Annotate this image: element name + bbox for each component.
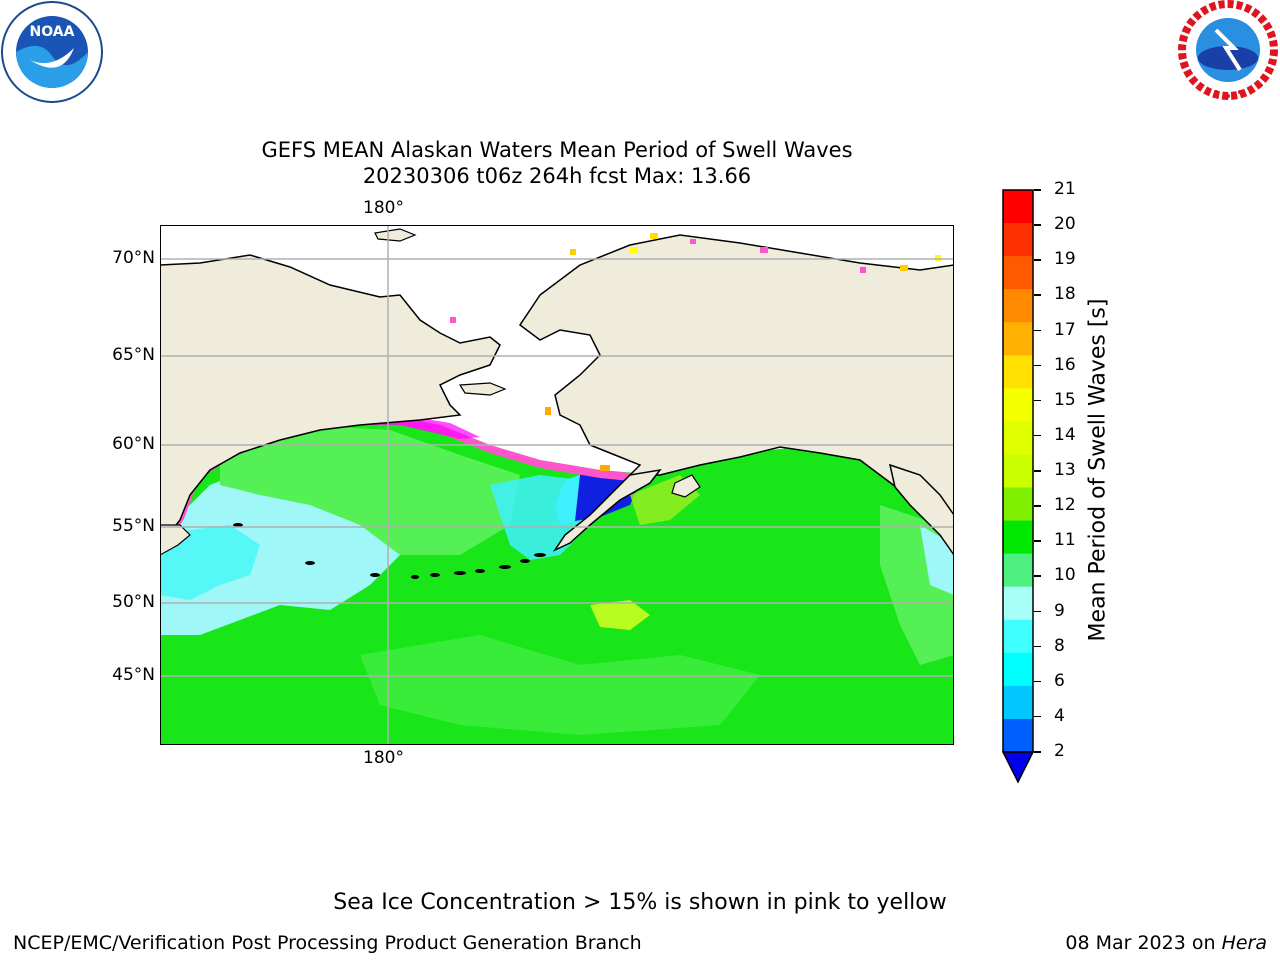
colorbar-swatch xyxy=(1003,520,1033,555)
lon-label-bottom: 180° xyxy=(363,748,404,768)
map-panel xyxy=(159,224,955,746)
colorbar-tick-mark xyxy=(1034,329,1041,331)
footer-date-text: 08 Mar 2023 on xyxy=(1065,932,1222,954)
colorbar-swatch xyxy=(1003,421,1033,455)
colorbar-tick-mark xyxy=(1034,259,1041,261)
colorbar-tick-label: 2 xyxy=(1054,741,1065,761)
colorbar-tick-label: 12 xyxy=(1054,495,1076,516)
colorbar xyxy=(1001,189,1035,784)
swell-light-green xyxy=(220,425,520,555)
colorbar-tick-mark xyxy=(1034,610,1041,612)
aleutian-islands xyxy=(233,523,546,579)
colorbar-tick-label: 15 xyxy=(1054,389,1076,410)
colorbar-tick-mark xyxy=(1034,294,1041,296)
nws-logo xyxy=(1176,0,1280,104)
colorbar-tick-mark xyxy=(1034,751,1041,753)
colorbar-swatches xyxy=(1001,189,1035,784)
colorbar-tick-label: 14 xyxy=(1054,424,1076,445)
colorbar-tick-mark xyxy=(1034,645,1041,648)
lat-label-60n: 60°N xyxy=(112,434,155,454)
colorbar-tick-label: 8 xyxy=(1054,635,1065,656)
colorbar-swatch xyxy=(1003,322,1033,356)
chart-title: GEFS MEAN Alaskan Waters Mean Period of … xyxy=(261,138,853,162)
colorbar-tick-mark xyxy=(1034,505,1041,507)
colorbar-swatch xyxy=(1003,685,1033,720)
footer-machine: Hera xyxy=(1221,932,1267,954)
sea-ice-caption: Sea Ice Concentration > 15% is shown in … xyxy=(333,890,947,915)
colorbar-tick-label: 10 xyxy=(1054,565,1076,586)
colorbar-tick-label: 18 xyxy=(1054,284,1076,305)
colorbar-swatch xyxy=(1003,388,1033,422)
colorbar-swatch xyxy=(1003,223,1033,257)
colorbar-swatch xyxy=(1003,619,1033,654)
swell-aqua-west xyxy=(160,525,260,600)
colorbar-tick-mark xyxy=(1034,715,1041,718)
colorbar-tick-label: 9 xyxy=(1054,600,1065,621)
colorbar-frame xyxy=(1002,189,1034,753)
colorbar-tick-mark xyxy=(1034,540,1041,542)
colorbar-tick-label: 13 xyxy=(1054,460,1076,480)
colorbar-tick-mark xyxy=(1034,364,1041,367)
colorbar-swatch xyxy=(1003,487,1033,522)
colorbar-tick-label: 6 xyxy=(1054,670,1065,691)
colorbar-tick-mark xyxy=(1034,224,1041,226)
map-canvas xyxy=(159,224,955,746)
noaa-logo-text: NOAA xyxy=(30,24,75,40)
land-siberia xyxy=(159,254,501,548)
colorbar-swatch xyxy=(1003,256,1033,290)
lat-label-50n: 50°N xyxy=(112,592,155,612)
swell-yellow-patch xyxy=(590,600,650,630)
colorbar-tick-label: 16 xyxy=(1054,354,1076,375)
land-se-alaska xyxy=(888,463,955,558)
colorbar-swatch xyxy=(1003,190,1033,224)
colorbar-swatch xyxy=(1003,652,1033,687)
colorbar-tick-mark xyxy=(1034,470,1041,472)
coastal-ice-specks xyxy=(450,233,941,471)
colorbar-tick-label: 20 xyxy=(1054,214,1076,235)
colorbar-tick-label: 17 xyxy=(1054,319,1076,340)
land-wrangel-island xyxy=(374,228,417,242)
colorbar-swatch xyxy=(1003,718,1033,753)
colorbar-swatch xyxy=(1003,355,1033,389)
colorbar-extend-arrow xyxy=(1001,751,1035,784)
colorbar-tick-mark xyxy=(1034,189,1041,191)
colorbar-label: Mean Period of Swell Waves [s] xyxy=(1085,298,1111,642)
colorbar-tick-mark xyxy=(1034,434,1041,437)
colorbar-tick-label: 21 xyxy=(1054,179,1076,199)
colorbar-tick-mark xyxy=(1034,575,1041,577)
map-graticule xyxy=(160,225,954,745)
colorbar-tick-mark xyxy=(1034,680,1041,683)
swell-light-mid xyxy=(360,635,760,735)
colorbar-swatch xyxy=(1003,586,1033,621)
lat-label-45n: 45°N xyxy=(112,665,155,685)
footer-credit: NCEP/EMC/Verification Post Processing Pr… xyxy=(13,932,642,954)
colorbar-tick-label: 19 xyxy=(1054,249,1076,270)
lat-label-70n: 70°N xyxy=(112,248,155,268)
colorbar-swatch xyxy=(1003,553,1033,588)
land-st-lawrence-island xyxy=(458,382,507,396)
colorbar-tick-label: 4 xyxy=(1054,705,1065,726)
colorbar-tick-label: 11 xyxy=(1054,530,1076,551)
footer-date: 08 Mar 2023 on Hera xyxy=(1065,932,1267,954)
colorbar-tick-mark xyxy=(1034,399,1041,402)
colorbar-swatch xyxy=(1003,454,1033,489)
lat-label-55n: 55°N xyxy=(112,516,155,536)
chart-subtitle: 20230306 t06z 264h fcst Max: 13.66 xyxy=(362,164,752,188)
land-kodiak xyxy=(671,474,701,498)
noaa-logo: NOAA xyxy=(0,0,104,104)
lon-label-top: 180° xyxy=(363,198,404,218)
lat-label-65n: 65°N xyxy=(112,345,155,365)
swell-aqua-bristol xyxy=(555,475,580,525)
colorbar-swatch xyxy=(1003,289,1033,323)
land-alaska-peninsula xyxy=(552,468,662,552)
